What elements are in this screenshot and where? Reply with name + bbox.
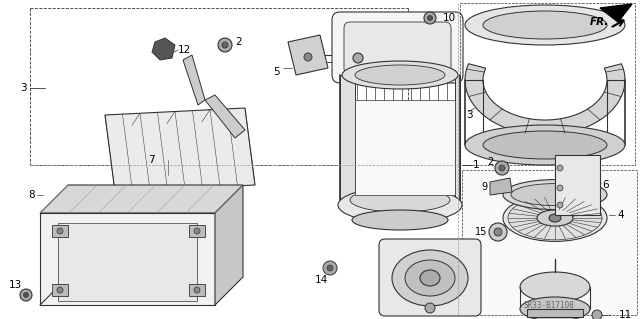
Text: FR.: FR. — [590, 17, 609, 27]
Bar — [355, 100, 455, 195]
Circle shape — [495, 161, 509, 175]
Polygon shape — [40, 185, 243, 213]
Ellipse shape — [355, 65, 445, 85]
FancyBboxPatch shape — [379, 239, 481, 316]
Text: 12: 12 — [178, 45, 191, 55]
FancyBboxPatch shape — [332, 12, 463, 83]
Circle shape — [499, 165, 505, 171]
Polygon shape — [215, 185, 243, 305]
Bar — [555, 155, 600, 215]
Text: 8: 8 — [28, 190, 35, 200]
Circle shape — [20, 289, 32, 301]
Circle shape — [557, 202, 563, 208]
Bar — [460, 3, 635, 165]
Circle shape — [424, 12, 436, 24]
Text: 14: 14 — [315, 275, 328, 285]
Text: 13: 13 — [9, 280, 22, 290]
Ellipse shape — [392, 250, 468, 306]
Polygon shape — [183, 55, 205, 105]
Text: 2: 2 — [235, 37, 242, 47]
Ellipse shape — [405, 260, 455, 296]
Circle shape — [425, 303, 435, 313]
Circle shape — [323, 261, 337, 275]
Text: 1: 1 — [473, 160, 479, 170]
Circle shape — [353, 53, 363, 63]
Ellipse shape — [342, 61, 458, 89]
Polygon shape — [600, 4, 632, 22]
Ellipse shape — [350, 188, 450, 212]
Text: 3: 3 — [466, 110, 472, 120]
Polygon shape — [205, 95, 245, 138]
FancyBboxPatch shape — [344, 22, 451, 74]
Ellipse shape — [483, 11, 607, 39]
Ellipse shape — [503, 195, 607, 241]
Polygon shape — [340, 75, 355, 205]
Polygon shape — [40, 213, 215, 305]
Circle shape — [489, 223, 507, 241]
Text: 9: 9 — [482, 182, 488, 192]
Text: 15: 15 — [475, 227, 487, 237]
Ellipse shape — [420, 270, 440, 286]
Circle shape — [304, 53, 312, 61]
Circle shape — [57, 287, 63, 293]
Ellipse shape — [520, 272, 590, 302]
Polygon shape — [105, 108, 255, 192]
Ellipse shape — [352, 210, 448, 230]
Circle shape — [494, 228, 502, 236]
Circle shape — [428, 16, 433, 20]
Polygon shape — [152, 38, 175, 60]
Circle shape — [194, 228, 200, 234]
Circle shape — [327, 265, 333, 271]
Circle shape — [557, 165, 563, 171]
Circle shape — [557, 185, 563, 191]
Ellipse shape — [503, 180, 607, 210]
Bar — [462, 170, 637, 315]
Text: SR33-B17108: SR33-B17108 — [523, 301, 574, 310]
Bar — [58, 223, 197, 301]
Ellipse shape — [511, 184, 599, 206]
Polygon shape — [189, 225, 205, 237]
Ellipse shape — [549, 214, 561, 222]
Text: 6: 6 — [602, 180, 609, 190]
Circle shape — [222, 42, 228, 48]
Circle shape — [24, 293, 29, 298]
Text: 5: 5 — [273, 67, 280, 77]
Polygon shape — [490, 178, 512, 195]
Bar — [527, 309, 583, 317]
Ellipse shape — [508, 196, 602, 240]
Text: 11: 11 — [619, 310, 632, 319]
Ellipse shape — [465, 5, 625, 45]
Ellipse shape — [338, 187, 462, 223]
Polygon shape — [52, 284, 68, 296]
Ellipse shape — [520, 297, 590, 319]
Polygon shape — [189, 284, 205, 296]
Ellipse shape — [537, 210, 573, 226]
Text: 3: 3 — [20, 83, 27, 93]
Polygon shape — [455, 75, 460, 205]
Polygon shape — [288, 35, 328, 75]
Polygon shape — [465, 64, 625, 135]
Text: 10: 10 — [443, 13, 456, 23]
Text: 2: 2 — [487, 157, 493, 167]
Text: 7: 7 — [148, 155, 155, 165]
Text: 4: 4 — [617, 210, 623, 220]
Ellipse shape — [465, 125, 625, 165]
Circle shape — [57, 228, 63, 234]
Ellipse shape — [298, 45, 318, 69]
Polygon shape — [52, 225, 68, 237]
Ellipse shape — [483, 131, 607, 159]
Circle shape — [218, 38, 232, 52]
Circle shape — [592, 310, 602, 319]
Circle shape — [194, 287, 200, 293]
